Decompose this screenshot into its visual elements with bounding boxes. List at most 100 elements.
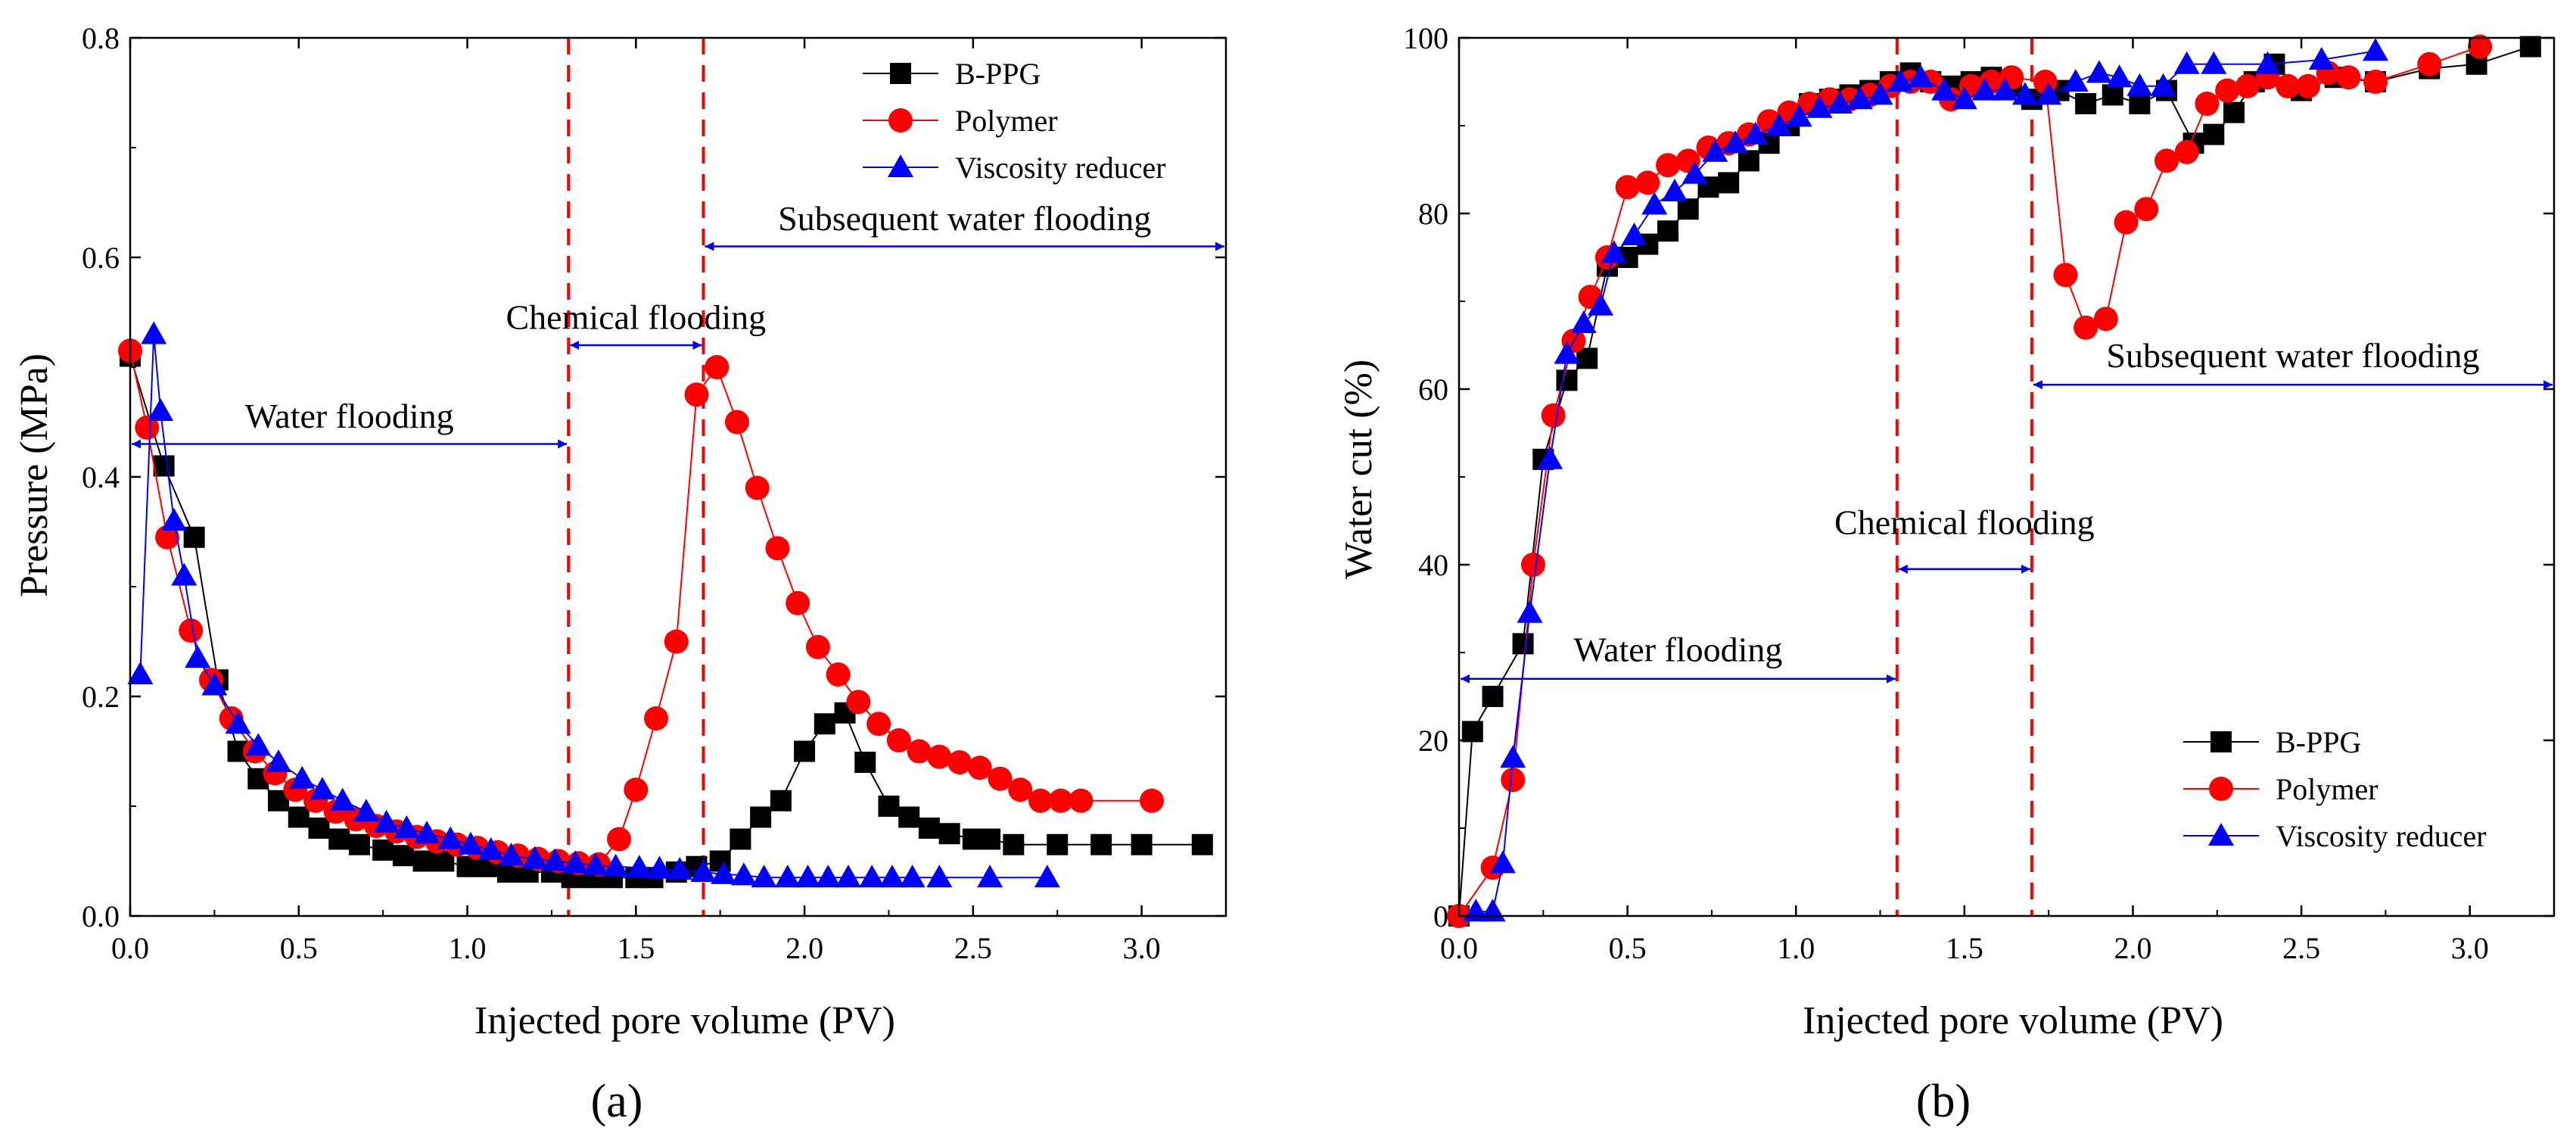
- x-tick-label: 2.0: [2114, 931, 2151, 965]
- data-point: [1656, 153, 1681, 178]
- data-point: [866, 712, 891, 737]
- data-point: [155, 525, 180, 550]
- data-point: [2011, 82, 2038, 105]
- data-point: [1722, 130, 1749, 154]
- x-tick-label: 1.0: [1777, 931, 1815, 965]
- x-tick-label: 2.5: [2282, 931, 2320, 965]
- data-point: [135, 415, 160, 440]
- data-point: [927, 744, 952, 769]
- data-point: [1500, 745, 1526, 768]
- data-point: [602, 853, 629, 877]
- legend-label: B-PPG: [2276, 725, 2361, 759]
- data-point: [1139, 788, 1164, 813]
- data-point: [979, 828, 1001, 850]
- y-tick-label: 0.4: [82, 460, 120, 494]
- data-point: [1587, 292, 1613, 316]
- data-point: [938, 823, 960, 845]
- data-point: [201, 672, 228, 696]
- data-point: [988, 766, 1013, 791]
- data-point: [2102, 84, 2123, 106]
- data-point: [786, 590, 810, 615]
- data-point: [1635, 170, 1660, 195]
- data-point: [2363, 38, 2389, 61]
- data-point: [521, 846, 548, 869]
- data-point: [148, 398, 174, 421]
- data-point: [626, 855, 652, 878]
- data-point: [2363, 70, 2388, 94]
- data-point: [328, 828, 350, 850]
- data-point: [562, 850, 589, 874]
- plot-frame: [1458, 36, 2556, 917]
- data-point: [2075, 93, 2097, 114]
- x-tick-label: 2.0: [786, 931, 823, 965]
- series-viscosity-reducer: [127, 321, 1060, 888]
- data-point: [2154, 148, 2179, 173]
- data-point: [1806, 95, 1833, 118]
- y-tick-label: 20: [1418, 724, 1448, 758]
- x-tick-label: 0.0: [1440, 931, 1478, 965]
- data-point: [711, 861, 737, 884]
- data-point: [1090, 833, 1112, 855]
- data-point: [918, 818, 940, 839]
- data-point: [1191, 833, 1213, 855]
- data-point: [774, 864, 801, 888]
- data-point: [2036, 82, 2062, 105]
- data-point: [814, 713, 835, 735]
- data-point: [724, 410, 749, 435]
- data-point: [2201, 51, 2227, 74]
- data-point: [745, 475, 770, 500]
- legend-item: Viscosity reducer: [2183, 819, 2487, 853]
- x-tick-label: 0.0: [111, 931, 149, 965]
- data-point: [582, 852, 608, 876]
- data-point: [750, 806, 772, 828]
- series-viscosity-reducer: [1463, 38, 2389, 922]
- data-point: [644, 706, 669, 730]
- data-point: [179, 618, 204, 643]
- data-point: [607, 827, 632, 852]
- data-point: [1482, 686, 1504, 707]
- stage-annotation: Water flooding: [245, 397, 454, 435]
- series-line: [1476, 50, 2376, 913]
- data-point: [2126, 73, 2153, 96]
- legend-item: Polymer: [2183, 772, 2378, 806]
- data-point: [1992, 77, 2018, 101]
- data-point: [1786, 104, 1812, 127]
- data-point: [1512, 633, 1534, 655]
- data-point: [1501, 768, 1526, 793]
- x-tick-label: 3.0: [2451, 931, 2489, 965]
- stage-annotation: Chemical flooding: [1834, 503, 2095, 541]
- data-point: [1621, 223, 1647, 245]
- data-point: [899, 864, 926, 888]
- y-axis-title: Pressure (MPa): [13, 354, 56, 597]
- y-tick-label: 80: [1418, 197, 1448, 231]
- data-point: [171, 562, 198, 586]
- data-point: [478, 837, 504, 860]
- data-point: [2086, 60, 2112, 83]
- data-point: [225, 711, 251, 734]
- x-tick-label: 0.5: [1609, 931, 1647, 965]
- data-point: [1907, 64, 1934, 88]
- data-point: [1003, 833, 1025, 855]
- data-point: [2336, 65, 2361, 90]
- data-point: [372, 840, 394, 861]
- data-point: [795, 864, 821, 888]
- data-point: [348, 833, 370, 855]
- data-point: [1601, 240, 1627, 263]
- legend-label: Polymer: [2276, 772, 2378, 806]
- data-point: [1541, 403, 1566, 428]
- x-tick-label: 1.5: [1946, 931, 1983, 965]
- data-point: [2053, 263, 2078, 288]
- data-point: [667, 857, 693, 880]
- legend-item: Viscosity reducer: [863, 151, 1166, 185]
- panel-label: (b): [1916, 1076, 1971, 1127]
- x-axis-title: Injected pore volume (PV): [1803, 999, 2223, 1042]
- x-tick-label: 3.0: [1123, 931, 1161, 965]
- data-point: [1827, 91, 1853, 114]
- y-tick-label: 0.8: [82, 21, 120, 55]
- x-axis-title: Injected pore volume (PV): [474, 999, 895, 1042]
- data-point: [1576, 347, 1598, 369]
- panel-b-water-cut-chart: Water flooding Chemical flooding Subsequen…: [1337, 21, 2556, 1127]
- data-point: [684, 382, 709, 407]
- data-point: [2134, 197, 2159, 222]
